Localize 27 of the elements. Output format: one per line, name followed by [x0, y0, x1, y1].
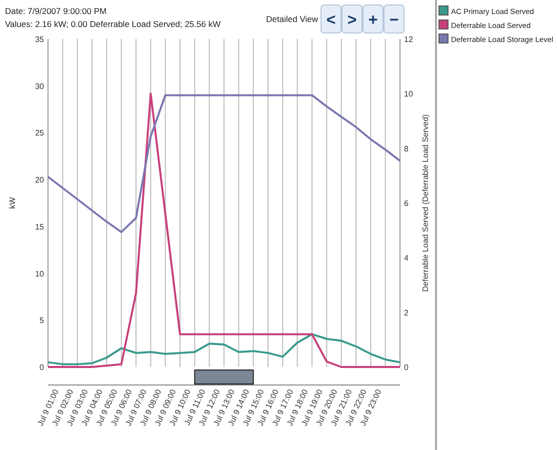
button: +	[362, 4, 384, 34]
y2-tick-label: 6	[404, 199, 409, 208]
line-series	[47, 94, 401, 234]
y2-tick-label: 4	[404, 254, 409, 263]
button: <	[320, 4, 342, 34]
y-tick-label: 5	[40, 316, 45, 326]
button: >	[342, 4, 362, 34]
y-tick-label: 30	[35, 82, 45, 91]
y2-tick-label: 12	[404, 35, 414, 44]
text: Detailed View	[266, 14, 319, 24]
y-tick-label: 10	[35, 269, 45, 278]
y-tick-label: 0	[40, 363, 45, 372]
y2-tick-label: 2	[404, 308, 409, 318]
button: −	[384, 4, 404, 34]
text: Date: 7/9/2007 9:00:00 PM	[5, 6, 107, 16]
y-tick-label: 35	[35, 35, 45, 44]
y-tick-label: 15	[35, 222, 45, 232]
y2-tick-label: 8	[404, 144, 409, 154]
text: Values: 2.16 kW; 0.00 Deferrable Load Served; 25.56 kW	[5, 19, 221, 29]
y-tick-label: 25	[35, 128, 45, 138]
y2-tick-label: 10	[404, 90, 414, 99]
line-series	[47, 92, 401, 368]
y-axis-title: kW	[8, 196, 17, 209]
y2-tick-label: 0	[404, 363, 409, 372]
y-tick-label: 20	[35, 176, 45, 185]
line-series	[47, 333, 401, 366]
y2-axis-title: Deferrable Load Served (Deferrable Load Served)	[421, 114, 430, 292]
